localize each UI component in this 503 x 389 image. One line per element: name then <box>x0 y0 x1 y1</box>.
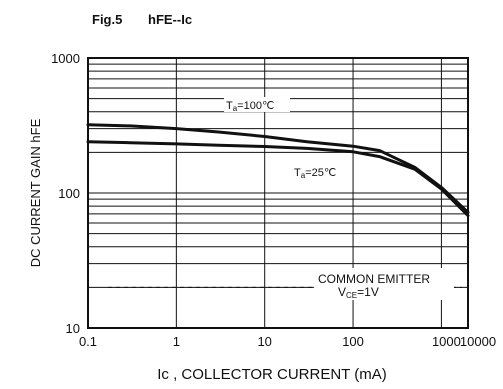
y-axis-label: DC CURRENT GAIN hFE <box>28 118 43 267</box>
y-tick-label: 10 <box>66 321 80 336</box>
y-axis-ticks: 10 100 1000 <box>51 51 80 336</box>
chart-subtitle: hFE--Ic <box>148 12 192 27</box>
series-label-ta100: Ta=100℃ <box>226 100 274 113</box>
vce-label: VCE=1V <box>338 285 379 300</box>
x-tick-label: 10000 <box>460 334 496 349</box>
series-line-2 <box>86 140 470 218</box>
x-tick-label: 100 <box>342 334 364 349</box>
y-tick-label: 1000 <box>51 51 80 66</box>
series-group <box>86 123 470 218</box>
chart-title: Fig.5 <box>92 12 122 27</box>
x-tick-label: 0.1 <box>79 334 97 349</box>
label-bg-ta100 <box>224 97 290 112</box>
x-axis-ticks: 0.1 1 10 100 1000 10000 <box>79 334 496 349</box>
x-tick-label: 10 <box>257 334 271 349</box>
x-tick-label: 1 <box>173 334 180 349</box>
x-tick-label: 1000 <box>432 334 461 349</box>
y-tick-label: 100 <box>58 186 80 201</box>
plot-frame <box>87 57 469 329</box>
label-bg-ce <box>314 268 454 300</box>
x-axis-label: Ic , COLLECTOR CURRENT (mA) <box>157 366 386 383</box>
common-emitter-label: COMMON EMITTER <box>318 272 430 286</box>
series-label-ta25: Ta=25℃ <box>294 167 336 180</box>
